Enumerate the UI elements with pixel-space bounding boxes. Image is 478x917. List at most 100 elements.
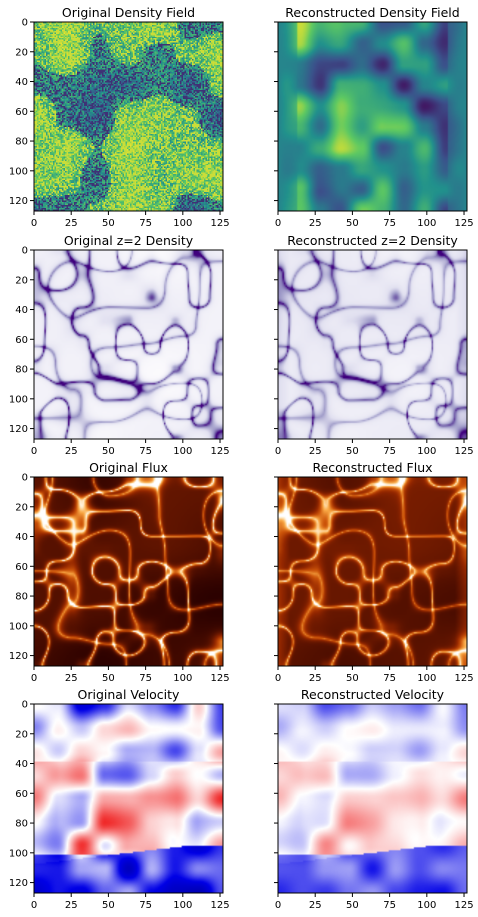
- x-tick-label: 75: [383, 446, 396, 457]
- y-tick-label: 100: [9, 621, 28, 632]
- y-tick-label: 60: [15, 562, 28, 573]
- panel-3: Reconstructed z=2 Density 0 25 50 75 100 125: [274, 233, 474, 457]
- axes-frame: [277, 249, 468, 440]
- y-tick-label: 0: [22, 473, 28, 484]
- x-tick-label: 50: [102, 218, 115, 229]
- panel-4: Original Flux 0 25 50 75 100 125 0 20 40 60 80 100 12…: [9, 460, 230, 684]
- axes-frame: [33, 703, 224, 894]
- y-tick-label: 100: [9, 166, 28, 177]
- x-tick-label: 50: [102, 446, 115, 457]
- x-tick-label: 125: [454, 900, 473, 911]
- panel-title: Original z=2 Density: [64, 233, 194, 248]
- panel-5: Reconstructed Flux 0 25 50 75 100 125: [274, 460, 474, 684]
- y-tick-label: 80: [15, 137, 28, 148]
- axes-frame: [33, 476, 224, 667]
- x-tick-label: 125: [210, 673, 229, 684]
- x-tick-label: 125: [454, 673, 473, 684]
- x-tick-label: 0: [275, 673, 281, 684]
- x-tick-label: 75: [383, 218, 396, 229]
- y-tick-label: 20: [15, 47, 28, 58]
- x-tick-label: 25: [65, 218, 78, 229]
- y-tick-label: 20: [15, 502, 28, 513]
- heatmap-image: [34, 22, 223, 211]
- x-tick-label: 75: [139, 446, 152, 457]
- x-tick-label: 50: [346, 673, 359, 684]
- x-tick-label: 0: [275, 446, 281, 457]
- x-tick-label: 25: [309, 673, 322, 684]
- panel-7: Reconstructed Velocity 0 25 50 75 100 125: [274, 687, 474, 911]
- y-tick-label: 80: [15, 592, 28, 603]
- y-tick-label: 120: [9, 196, 28, 207]
- x-tick-label: 75: [139, 673, 152, 684]
- y-tick-label: 20: [15, 275, 28, 286]
- x-tick-label: 75: [383, 673, 396, 684]
- y-tick-label: 0: [22, 700, 28, 711]
- x-tick-label: 100: [173, 900, 192, 911]
- x-tick-label: 100: [173, 446, 192, 457]
- x-tick-label: 25: [65, 900, 78, 911]
- x-tick-label: 0: [275, 218, 281, 229]
- x-tick-label: 50: [102, 900, 115, 911]
- y-tick-label: 40: [15, 77, 28, 88]
- y-tick-label: 120: [9, 651, 28, 662]
- x-tick-label: 25: [65, 446, 78, 457]
- x-tick-label: 125: [454, 218, 473, 229]
- panel-2: Original z=2 Density 0 25 50 75 100 125 0 20 40 60…: [9, 233, 230, 457]
- panel-0: Original Density Field 0 25 50 75 100 125 0 20 40…: [9, 5, 230, 229]
- panel-title: Original Velocity: [78, 687, 181, 702]
- x-tick-label: 0: [31, 446, 37, 457]
- x-tick-label: 25: [309, 218, 322, 229]
- y-tick-label: 60: [15, 335, 28, 346]
- y-tick-label: 100: [9, 848, 28, 859]
- x-tick-label: 100: [173, 673, 192, 684]
- x-tick-label: 50: [346, 218, 359, 229]
- axes-frame: [277, 21, 468, 212]
- y-tick-label: 60: [15, 789, 28, 800]
- heatmap-image: [278, 704, 467, 893]
- axes-frame: [277, 476, 468, 667]
- y-tick-label: 0: [22, 18, 28, 29]
- x-tick-label: 125: [210, 218, 229, 229]
- axes-frame: [33, 21, 224, 212]
- panel-6: Original Velocity 0 25 50 75 100 125 0 20 40 60 80 1…: [9, 687, 230, 911]
- x-tick-label: 50: [102, 673, 115, 684]
- x-tick-label: 100: [173, 218, 192, 229]
- x-tick-label: 125: [210, 446, 229, 457]
- y-tick-label: 80: [15, 365, 28, 376]
- y-tick-label: 120: [9, 424, 28, 435]
- y-tick-label: 40: [15, 759, 28, 770]
- heatmap-image: [34, 250, 223, 439]
- x-tick-label: 75: [139, 218, 152, 229]
- panel-1: Reconstructed Density Field 0 25 50 75 100 125: [274, 5, 474, 229]
- y-tick-label: 40: [15, 305, 28, 316]
- x-tick-label: 100: [417, 673, 436, 684]
- y-tick-label: 20: [15, 729, 28, 740]
- panel-title: Original Density Field: [62, 5, 195, 20]
- x-tick-label: 125: [210, 900, 229, 911]
- y-tick-label: 60: [15, 107, 28, 118]
- x-tick-label: 100: [417, 900, 436, 911]
- panel-title: Reconstructed Flux: [312, 460, 432, 475]
- panel-title: Reconstructed Density Field: [285, 5, 459, 20]
- y-tick-label: 100: [9, 394, 28, 405]
- x-tick-label: 25: [65, 673, 78, 684]
- x-tick-label: 25: [309, 446, 322, 457]
- x-tick-label: 75: [383, 900, 396, 911]
- heatmap-image: [278, 22, 467, 211]
- axes-frame: [33, 249, 224, 440]
- x-tick-label: 0: [31, 673, 37, 684]
- x-tick-label: 25: [309, 900, 322, 911]
- panel-title: Reconstructed z=2 Density: [287, 233, 458, 248]
- x-tick-label: 0: [275, 900, 281, 911]
- x-tick-label: 75: [139, 900, 152, 911]
- x-tick-label: 100: [417, 218, 436, 229]
- x-tick-label: 125: [454, 446, 473, 457]
- y-tick-label: 0: [22, 246, 28, 257]
- heatmap-image: [34, 704, 223, 893]
- x-tick-label: 100: [417, 446, 436, 457]
- axes-frame: [277, 703, 468, 894]
- x-tick-label: 0: [31, 218, 37, 229]
- y-tick-label: 120: [9, 878, 28, 889]
- heatmap-image: [278, 477, 467, 666]
